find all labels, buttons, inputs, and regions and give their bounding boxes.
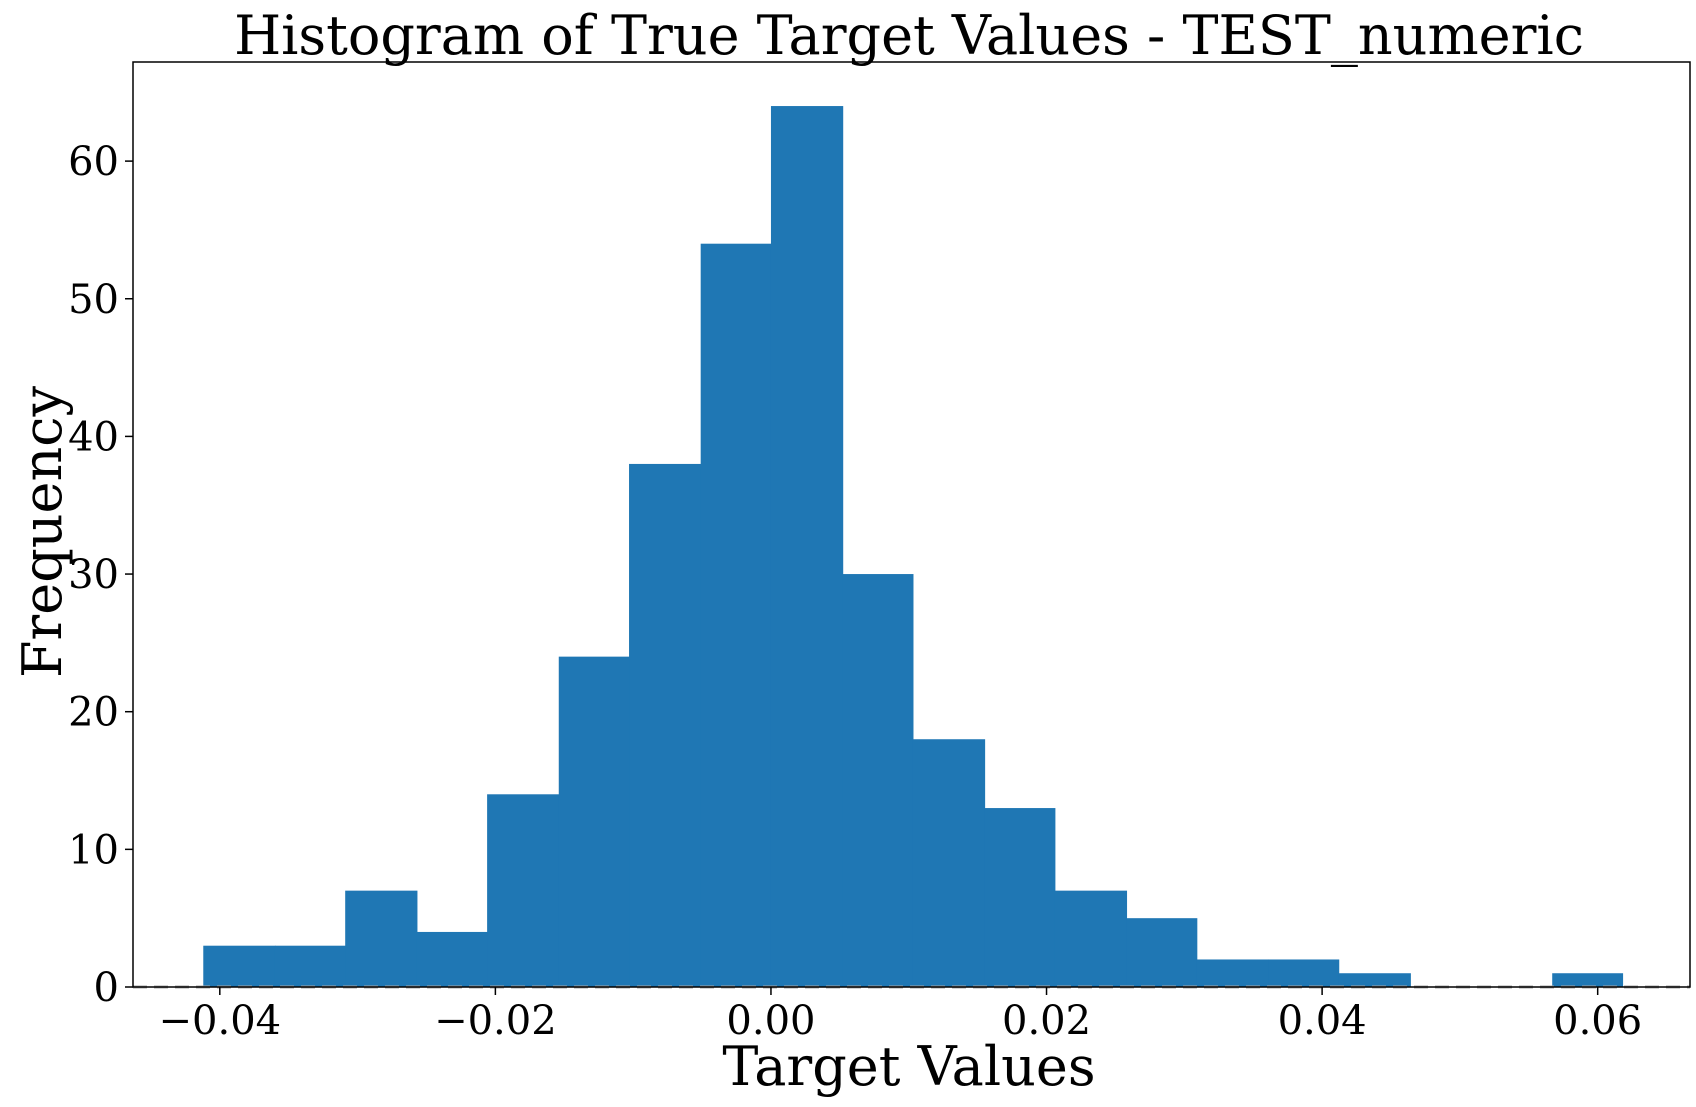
x-tick-label: −0.04 (159, 998, 282, 1044)
y-tick-label: 60 (68, 139, 119, 185)
histogram-bar (1552, 973, 1624, 987)
y-tick-label: 10 (68, 827, 119, 873)
histogram-bar (416, 931, 488, 987)
histogram-bar (558, 656, 630, 987)
plot-area-frame (132, 61, 1691, 988)
histogram-bar (487, 794, 560, 987)
histogram-bar (984, 808, 1056, 987)
y-tick-label: 40 (68, 414, 119, 460)
x-tick-label: 0.00 (726, 998, 815, 1044)
histogram-bar (1126, 918, 1198, 987)
y-tick-label: 20 (68, 690, 119, 736)
x-axis-label: Target Values (722, 1035, 1095, 1098)
y-axis-ticks: 0 10 20 30 40 50 60 (68, 139, 133, 1011)
histogram-bar (1268, 959, 1340, 987)
histogram-bar (1196, 959, 1269, 987)
histogram-bars (203, 106, 1624, 988)
y-tick-label: 30 (68, 552, 119, 598)
histogram-bar (274, 945, 346, 987)
y-tick-label: 0 (94, 965, 119, 1011)
chart-title: Histogram of True Target Values - TEST_n… (234, 4, 1584, 67)
histogram-bar (203, 945, 276, 987)
histogram-bar (1054, 890, 1128, 987)
histogram-bar (700, 243, 772, 988)
x-tick-label: 0.04 (1278, 998, 1367, 1044)
x-tick-label: 0.02 (1002, 998, 1091, 1044)
x-tick-label: −0.02 (434, 998, 557, 1044)
histogram-bar (629, 463, 702, 987)
x-tick-label: 0.06 (1553, 998, 1642, 1044)
y-tick-label: 50 (68, 277, 119, 323)
histogram-bar (842, 574, 914, 987)
histogram-bar (912, 739, 986, 987)
x-axis-ticks: −0.04 −0.02 0.00 0.02 0.04 0.06 (159, 987, 1642, 1044)
histogram-bar (770, 106, 844, 988)
y-axis-label: Frequency (11, 385, 74, 678)
histogram-bar (1338, 973, 1411, 987)
histogram-bar (345, 890, 418, 987)
